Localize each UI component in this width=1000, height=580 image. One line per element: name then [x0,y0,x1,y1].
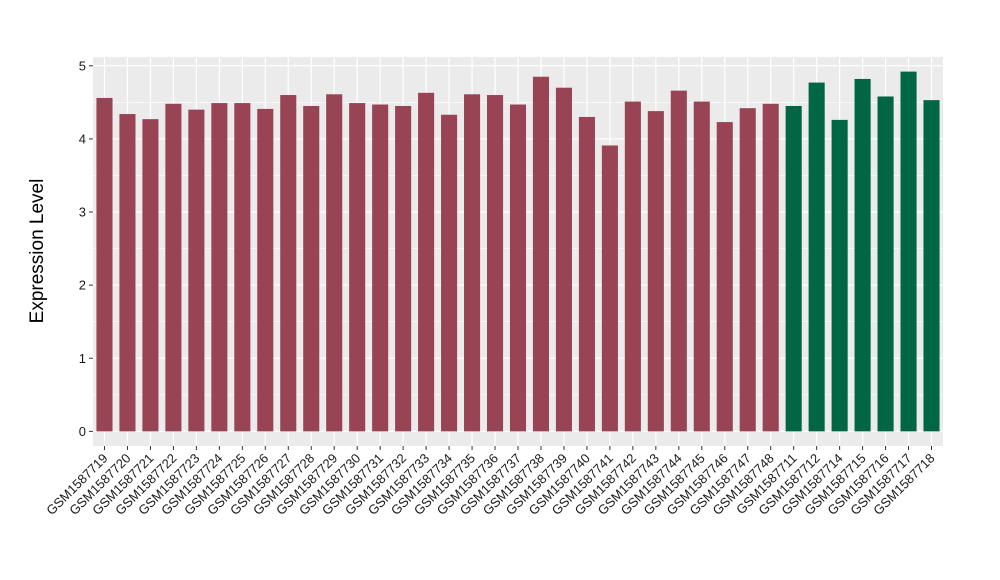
bar-GSM1587717 [900,71,917,432]
bar-GSM1587719 [96,97,113,432]
bar-GSM1587716 [877,96,894,432]
bar-GSM1587730 [349,103,366,432]
bar-GSM1587732 [395,105,412,432]
bar-GSM1587742 [624,101,641,432]
bar-GSM1587746 [716,122,733,432]
bar-GSM1587734 [441,114,458,432]
y-tick-label: 3 [79,205,86,220]
bar-GSM1587739 [555,87,572,432]
bar-GSM1587738 [532,76,550,432]
y-tick-label: 4 [79,131,86,146]
bar-GSM1587731 [372,104,389,432]
bar-GSM1587741 [601,145,618,432]
bar-GSM1587711 [785,105,802,432]
bar-GSM1587722 [165,103,182,432]
x-axis-ticks: GSM1587719GSM1587720GSM1587721GSM1587722… [43,446,938,518]
bar-GSM1587737 [509,104,527,432]
bars [96,71,940,432]
bar-GSM1587724 [211,103,228,432]
bar-GSM1587718 [923,100,940,432]
bar-GSM1587733 [418,92,435,432]
bar-GSM1587721 [142,119,159,432]
bar-GSM1587725 [234,103,251,432]
bar-GSM1587745 [693,101,710,432]
bar-GSM1587715 [854,78,871,432]
y-tick-label: 0 [79,424,86,439]
bar-GSM1587735 [464,94,481,432]
bar-GSM1587727 [280,95,297,432]
y-axis-title: Expression Level [27,179,48,324]
bar-GSM1587720 [119,114,136,432]
bar-GSM1587740 [578,116,595,432]
y-tick-label: 2 [79,278,86,293]
bar-GSM1587743 [647,111,664,432]
bar-GSM1587714 [831,119,848,432]
bar-GSM1587729 [326,94,343,432]
bar-GSM1587726 [257,108,274,432]
y-axis-ticks: 0 1 2 3 4 5 [79,58,93,439]
bar-GSM1587712 [808,82,825,432]
bar-GSM1587736 [486,95,504,432]
y-tick-label: 5 [79,58,86,73]
bar-GSM1587748 [762,103,779,432]
y-tick-label: 1 [79,351,86,366]
bar-GSM1587723 [188,109,205,432]
bar-GSM1587744 [670,90,687,432]
bar-GSM1587728 [303,105,320,432]
bar-GSM1587747 [739,108,756,432]
